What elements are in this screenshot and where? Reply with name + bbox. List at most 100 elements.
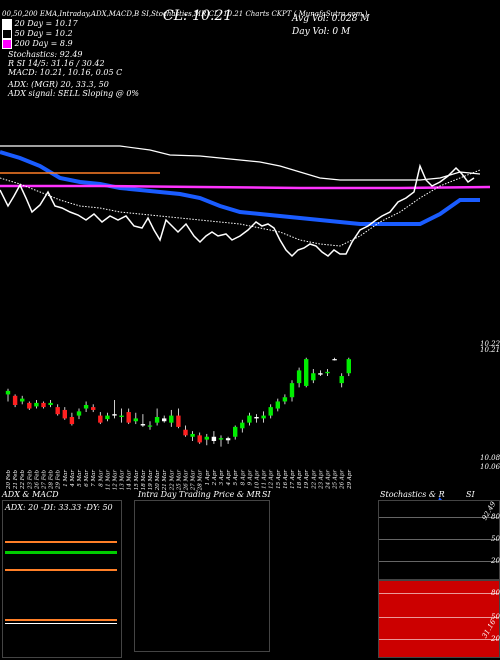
date-label: 23 Apr [318, 470, 324, 490]
date-label: 6 Mar [84, 470, 90, 487]
header-title-line: 00,50,200 EMA,Intraday,ADX,MACD,B SI,Sto… [2, 10, 368, 18]
indicator-lines [0, 145, 491, 258]
date-label: 4 Apr [226, 470, 232, 487]
date-label: 22 Mar [169, 470, 175, 492]
candle-body [119, 415, 124, 417]
candle-body [76, 411, 82, 416]
date-label: 26 Feb [34, 470, 40, 491]
date-label: 19 Mar [148, 470, 154, 491]
date-label: 8 Apr [240, 470, 246, 486]
date-label: 8 Mar [98, 470, 104, 487]
stoch-level-20: 20 [491, 557, 500, 565]
stochastics-si-label: SI [466, 490, 475, 499]
candle-body [204, 436, 209, 440]
date-label: 12 Mar [113, 470, 119, 491]
date-label: 4 Mar [70, 470, 76, 488]
candle-body [282, 397, 288, 402]
candle-body [48, 402, 53, 405]
price-label-low-1: 10.08 [480, 454, 500, 462]
stochastics-panel-title: Stochastics & R [380, 490, 445, 499]
date-label: 21 Feb [13, 470, 19, 491]
candle-body [162, 418, 167, 422]
candle-body [83, 405, 89, 409]
candle-body [311, 373, 316, 381]
candle-body [140, 424, 146, 426]
date-label: 22 Apr [311, 470, 317, 490]
date-label: 22 Feb [20, 470, 26, 491]
candle-body [190, 433, 195, 437]
rsi-panel: 80 50 20 31.16 [378, 580, 500, 658]
date-label: 3 Apr [219, 470, 225, 486]
price-label-high-2: 10.21 [480, 346, 500, 354]
candle-body [133, 418, 138, 422]
candle-body [261, 415, 266, 419]
date-label: 11 Apr [262, 470, 268, 489]
date-label: 16 Apr [283, 470, 289, 489]
candle-body [346, 359, 351, 374]
legend-ema200: 200 Day = 8.9 [2, 39, 73, 49]
stochastics-readout: Stochastics: 92.49 [8, 50, 83, 59]
candle-body [183, 429, 188, 436]
candle-body [41, 402, 46, 408]
adx-signal: ADX signal: SELL Sloping @ 0% [8, 89, 140, 98]
adx-panel-readout: ADX: 20 -DI: 33.33 -DY: 50 [5, 503, 113, 512]
candle-body [176, 415, 181, 427]
stoch-level-50: 50 [491, 535, 500, 543]
date-label: 28 Feb [49, 470, 55, 491]
date-label: 23 Feb [27, 470, 33, 491]
candle-body [233, 426, 238, 437]
date-label: 18 Mar [141, 470, 147, 491]
candle-body [27, 402, 32, 409]
adx-upper-line [5, 541, 117, 543]
candle-body [62, 409, 67, 419]
date-label: 12 Apr [269, 470, 275, 489]
ema20-label: 20 Day = 10.17 [14, 19, 78, 28]
date-axis: 20 Feb 21 Feb 22 Feb 23 Feb 26 Feb 27 Feb 28 F… [6, 470, 353, 492]
macd-readout: MACD: 10.21, 10.16, 0.05 C [8, 68, 123, 77]
candle-body [5, 390, 11, 395]
candle-body [112, 414, 117, 416]
candle-body [12, 395, 18, 405]
date-label: 9 Apr [247, 470, 253, 486]
date-label: 21 Mar [162, 470, 168, 492]
candle-body [254, 417, 259, 419]
date-label: 18 Apr [297, 470, 303, 489]
candle-body [126, 412, 131, 423]
date-label: 19 Apr [304, 470, 310, 489]
candle-body [20, 398, 25, 402]
adx-green-line [5, 551, 117, 554]
candle-body [240, 422, 245, 429]
candle-body [169, 415, 174, 423]
candle-body [268, 407, 273, 416]
candle-body [296, 370, 302, 384]
candle-body [105, 415, 110, 420]
ema50-line [0, 150, 480, 226]
date-label: 29 Apr [347, 470, 353, 490]
candle-body [91, 407, 96, 410]
candle-body [332, 359, 337, 361]
candle-body [275, 401, 280, 409]
day-volume: Day Vol: 0 M [292, 27, 351, 37]
date-label: 11 Mar [105, 470, 111, 491]
date-label: 2 Apr [212, 470, 218, 487]
date-label: 25 Apr [333, 470, 339, 490]
rsi-level-20-line [379, 639, 499, 640]
macd-line-1 [5, 619, 117, 621]
stochastics-panel: 80 50 20 92.49 [378, 500, 500, 580]
date-label: 7 Mar [91, 470, 97, 487]
adx-macd-panel: ADX: 20 -DI: 33.33 -DY: 50 [2, 500, 122, 658]
candle-body [197, 435, 202, 443]
candle-body [339, 376, 344, 384]
candle-body [325, 371, 330, 374]
date-label: 5 Apr [233, 470, 239, 486]
candle-body [147, 425, 153, 427]
price-line [0, 163, 475, 258]
date-label: 15 Apr [276, 470, 282, 489]
date-label: 26 Mar [184, 470, 190, 492]
rsi-level-80: 80 [491, 589, 500, 597]
close-price-label: CL: 10.21 [163, 8, 233, 24]
adx-readout: ADX: (MGR) 20, 33.3, 50 [8, 80, 109, 89]
candle-body [55, 407, 60, 415]
rsi-readout: R SI 14/5: 31.16 / 30.42 [8, 59, 105, 68]
average-volume: Avg Vol: 0.028 M [292, 14, 370, 24]
